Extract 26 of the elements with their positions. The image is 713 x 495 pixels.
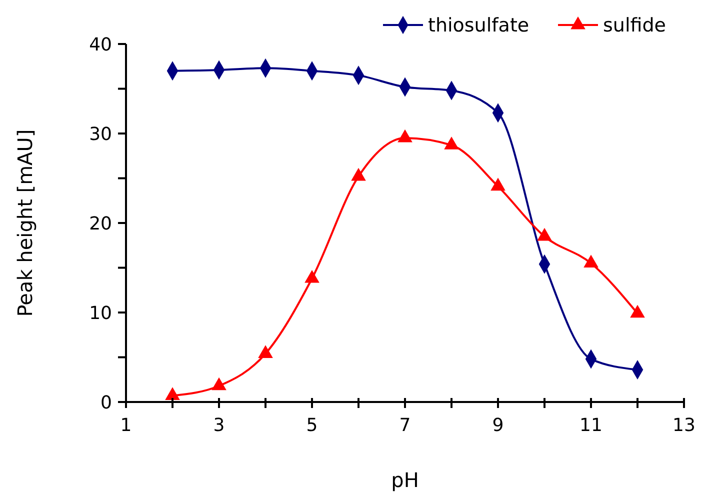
point [212, 377, 226, 390]
x-axis-title: pH [391, 468, 419, 492]
x-tick-label: 9 [492, 415, 504, 436]
x-tick-label: 13 [672, 415, 696, 436]
point [490, 178, 506, 191]
point [165, 387, 180, 400]
x-tick-label: 7 [399, 415, 411, 436]
point [537, 228, 552, 241]
y-tick-label: 30 [89, 124, 112, 145]
point [304, 270, 320, 283]
y-tick-label: 40 [89, 34, 112, 56]
point [630, 304, 645, 318]
y-tick-label: 20 [89, 213, 112, 234]
legend-label: sulfide [603, 14, 666, 37]
x-tick-label: 5 [306, 415, 318, 436]
point [351, 168, 366, 181]
x-tick-label: 1 [120, 415, 132, 436]
y-tick-label: 10 [89, 302, 112, 324]
y-axis-title: Peak height [mAU] [13, 129, 37, 317]
legend-label: thiosulfate [428, 14, 530, 37]
point [258, 345, 273, 358]
point [584, 254, 598, 268]
x-tick-label: 11 [580, 415, 602, 436]
y-tick-label: 0 [100, 392, 112, 414]
x-tick-label: 3 [213, 415, 225, 436]
point [444, 136, 459, 150]
